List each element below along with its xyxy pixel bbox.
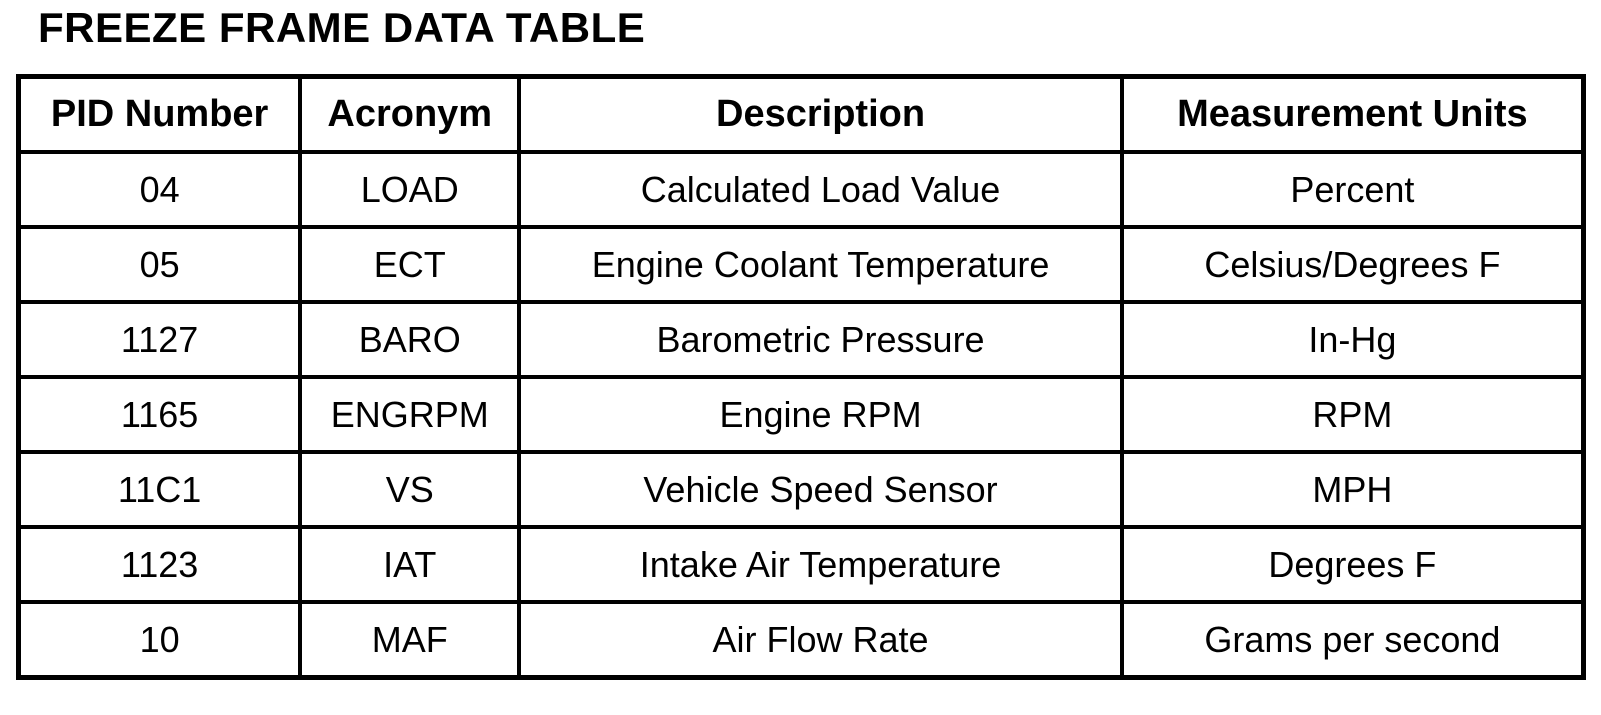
table-cell: ENGRPM	[298, 375, 522, 454]
table-cell: Percent	[1119, 150, 1586, 229]
table-cell: ECT	[298, 225, 522, 304]
table-header-row: PID Number Acronym Description Measureme…	[16, 74, 1586, 154]
table-cell: Celsius/Degrees F	[1119, 225, 1586, 304]
table-row: 10 MAF Air Flow Rate Grams per second	[16, 600, 1586, 680]
table-cell: VS	[298, 450, 522, 529]
table-row: 04 LOAD Calculated Load Value Percent	[16, 150, 1586, 229]
table-row: 1165 ENGRPM Engine RPM RPM	[16, 375, 1586, 454]
table-row: 05 ECT Engine Coolant Temperature Celsius/D…	[16, 225, 1586, 304]
table-cell: LOAD	[298, 150, 522, 229]
table-cell: MPH	[1119, 450, 1586, 529]
table-cell: Barometric Pressure	[517, 300, 1124, 379]
table-row: 1123 IAT Intake Air Temperature Degrees F	[16, 525, 1586, 604]
table-cell: 10	[16, 600, 303, 680]
table-cell: IAT	[298, 525, 522, 604]
table-cell: 11C1	[16, 450, 303, 529]
freeze-frame-data-table: PID Number Acronym Description Measureme…	[16, 74, 1586, 680]
table-cell: Intake Air Temperature	[517, 525, 1124, 604]
table-cell: Calculated Load Value	[517, 150, 1124, 229]
table-cell: 04	[16, 150, 303, 229]
table-cell: Vehicle Speed Sensor	[517, 450, 1124, 529]
table-cell: Engine Coolant Temperature	[517, 225, 1124, 304]
column-header-acronym: Acronym	[298, 74, 522, 154]
table-cell: BARO	[298, 300, 522, 379]
column-header-measurement-units: Measurement Units	[1119, 74, 1586, 154]
table-cell: Engine RPM	[517, 375, 1124, 454]
table-cell: Degrees F	[1119, 525, 1586, 604]
table-row: 11C1 VS Vehicle Speed Sensor MPH	[16, 450, 1586, 529]
page-title: FREEZE FRAME DATA TABLE	[38, 4, 646, 51]
table-cell: MAF	[298, 600, 522, 680]
table-cell: 1165	[16, 375, 303, 454]
column-header-description: Description	[517, 74, 1124, 154]
table-row: 1127 BARO Barometric Pressure In-Hg	[16, 300, 1586, 379]
table-body: 04 LOAD Calculated Load Value Percent 05 ECT E…	[16, 150, 1586, 680]
table-cell: Grams per second	[1119, 600, 1586, 680]
table-cell: RPM	[1119, 375, 1586, 454]
table-cell: 1127	[16, 300, 303, 379]
table-cell: Air Flow Rate	[517, 600, 1124, 680]
table-cell: In-Hg	[1119, 300, 1586, 379]
column-header-pid-number: PID Number	[16, 74, 303, 154]
table-cell: 1123	[16, 525, 303, 604]
table-cell: 05	[16, 225, 303, 304]
